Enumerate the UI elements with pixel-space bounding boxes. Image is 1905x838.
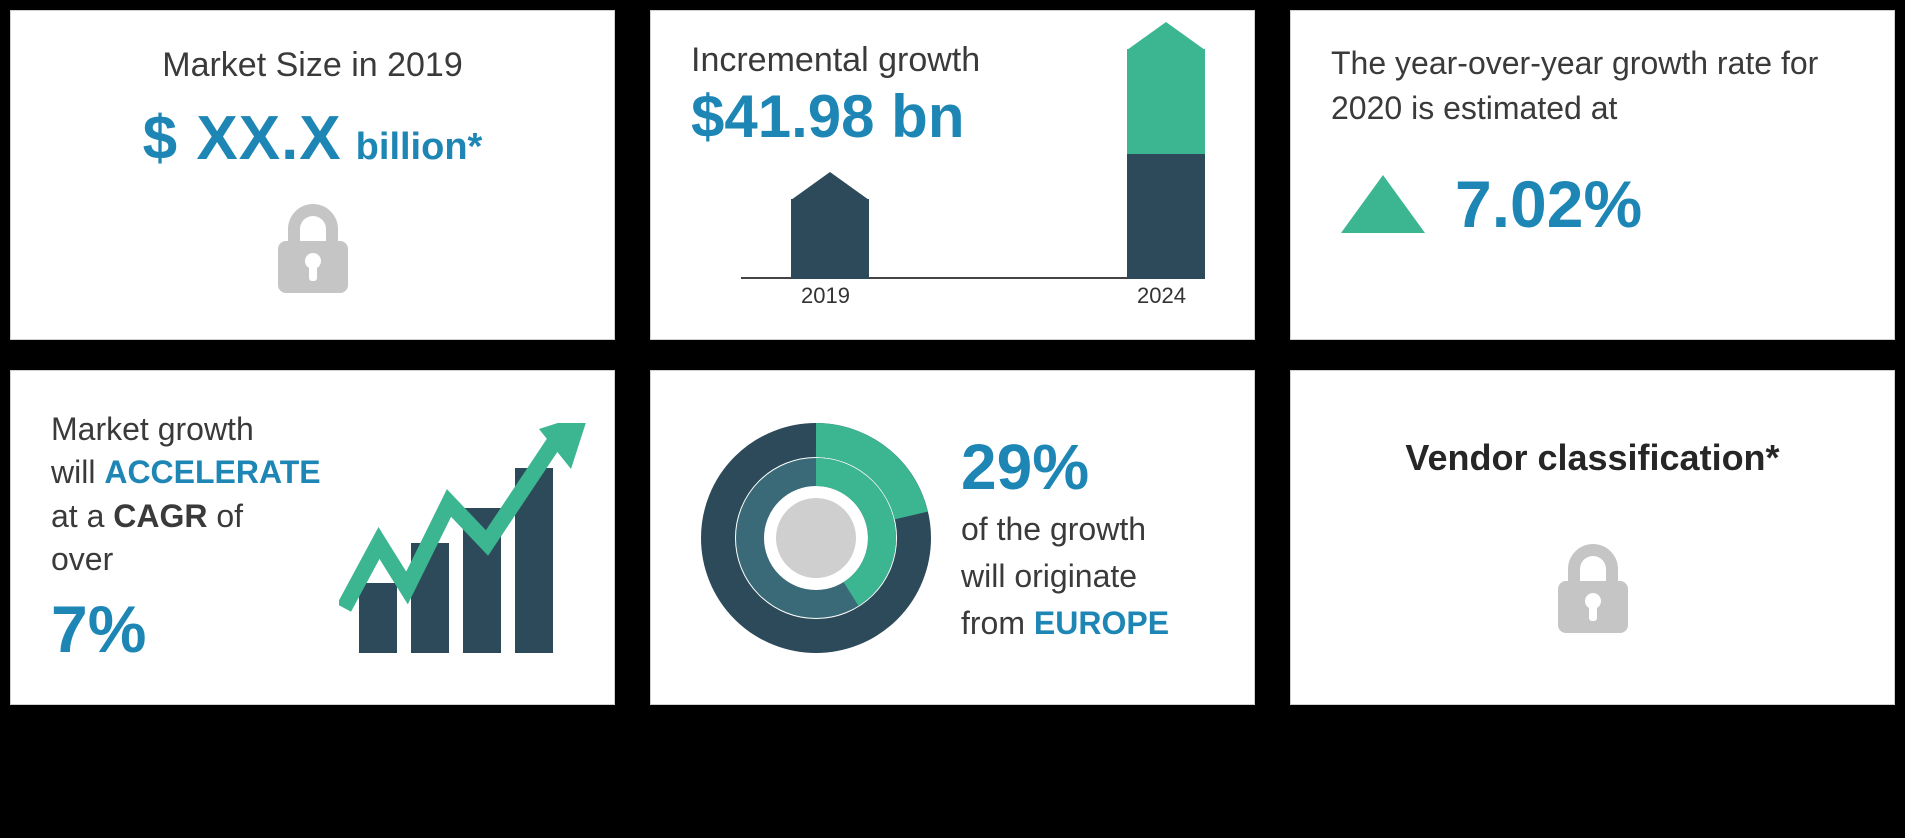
card5-text: 29% of the growth will originate from EU… <box>961 430 1214 646</box>
card-yoy-growth: The year-over-year growth rate for 2020 … <box>1290 10 1895 340</box>
bar-2024-label: 2024 <box>1137 283 1186 309</box>
card4-line1: Market growth <box>51 408 339 451</box>
card1-unit: billion* <box>356 126 483 169</box>
bar-2019-tip <box>791 172 869 200</box>
bar-2019-label: 2019 <box>801 283 850 309</box>
growth-chart-icon <box>339 423 599 653</box>
card6-title: Vendor classification* <box>1405 437 1779 479</box>
card4-pct: 7% <box>51 591 339 667</box>
infographic-grid: Market Size in 2019 $ XX.X billion* Incr… <box>10 10 1895 705</box>
arrow-bar-chart: 2019 2024 <box>691 31 1214 309</box>
donut-chart <box>701 423 931 653</box>
bar-2024-seg-top <box>1127 49 1205 154</box>
bar-2019-shaft <box>791 199 869 279</box>
card5-line1: of the growth <box>961 508 1214 551</box>
card5-line3: from EUROPE <box>961 602 1214 645</box>
card3-text: The year-over-year growth rate for 2020 … <box>1331 41 1854 131</box>
card1-title: Market Size in 2019 <box>162 46 463 85</box>
card5-line2: will originate <box>961 555 1214 598</box>
card5-pct: 29% <box>961 430 1214 504</box>
bar-2019 <box>791 172 869 279</box>
card4-line2: will ACCELERATE <box>51 451 339 494</box>
card-market-size: Market Size in 2019 $ XX.X billion* <box>10 10 615 340</box>
card1-value-row: $ XX.X billion* <box>143 103 483 174</box>
lock-icon <box>268 199 358 299</box>
card3-value-row: 7.02% <box>1331 166 1854 242</box>
bar-2024 <box>1127 22 1205 279</box>
card1-value: $ XX.X <box>143 103 342 174</box>
card3-pct: 7.02% <box>1455 166 1642 242</box>
card4-line3: at a CAGR of <box>51 495 339 538</box>
triangle-up-icon <box>1341 175 1425 233</box>
card4-line4: over <box>51 538 339 581</box>
card-vendor-classification: Vendor classification* <box>1290 370 1895 705</box>
bar-2024-seg-bottom <box>1127 154 1205 279</box>
bar-2024-tip <box>1127 22 1205 50</box>
card-region-share: 29% of the growth will originate from EU… <box>650 370 1255 705</box>
card-incremental-growth: Incremental growth $41.98 bn 2019 2024 <box>650 10 1255 340</box>
card-cagr: Market growth will ACCELERATE at a CAGR … <box>10 370 615 705</box>
card4-text: Market growth will ACCELERATE at a CAGR … <box>51 408 339 667</box>
lock-icon <box>1548 539 1638 639</box>
